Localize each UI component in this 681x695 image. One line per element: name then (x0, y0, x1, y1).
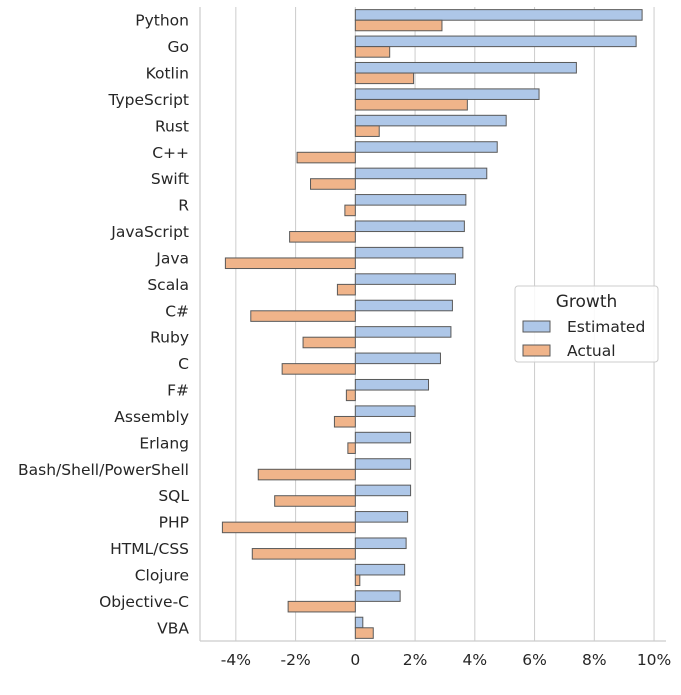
bar-estimated-14 (354, 378, 430, 391)
bars-group (221, 9, 643, 639)
axes-group (199, 7, 666, 642)
bar-actual-1 (354, 46, 391, 58)
bar-actual-15 (333, 415, 356, 428)
category-label-15: Assembly (114, 408, 189, 426)
x-tick-label-1: -2% (280, 651, 310, 669)
category-label-3: TypeScript (107, 91, 189, 109)
category-label-21: Clojure (135, 566, 189, 584)
legend-swatch-estimated (522, 320, 551, 333)
bar-actual-5 (296, 151, 356, 164)
legend: Growth Estimated Actual (514, 285, 659, 363)
bar-estimated-10 (354, 273, 456, 285)
category-label-13: C (178, 355, 189, 373)
bar-estimated-6 (354, 167, 488, 180)
x-tick-labels: -4% -2% 0 2% 4% 6% 8% 10% (221, 651, 672, 669)
x-tick-label-2: 0 (350, 651, 360, 669)
category-label-17: Bash/Shell/PowerShell (18, 461, 189, 479)
category-label-22: Objective-C (99, 593, 189, 611)
bar-actual-22 (287, 600, 356, 613)
bar-estimated-17 (354, 458, 412, 470)
category-label-4: Rust (155, 117, 189, 135)
bar-actual-16 (347, 442, 356, 454)
category-label-12: Ruby (150, 329, 189, 347)
bar-estimated-13 (354, 352, 441, 365)
category-label-1: Go (168, 38, 190, 56)
bar-actual-3 (354, 98, 468, 111)
x-tick-label-5: 6% (522, 651, 547, 669)
legend-label-estimated: Estimated (567, 318, 645, 336)
bar-actual-23 (354, 627, 374, 639)
bar-actual-20 (251, 548, 356, 560)
bar-actual-4 (354, 125, 380, 137)
bar-estimated-2 (354, 61, 577, 74)
category-label-6: Swift (151, 170, 189, 188)
category-label-14: F# (167, 382, 189, 400)
bar-actual-7 (344, 204, 356, 217)
bar-estimated-7 (354, 194, 467, 206)
bar-actual-6 (310, 178, 356, 190)
category-label-7: R (178, 197, 189, 215)
category-label-11: C# (165, 302, 189, 320)
bar-estimated-20 (354, 537, 407, 550)
bar-actual-2 (354, 72, 415, 85)
bar-actual-21 (354, 574, 361, 587)
bar-actual-13 (281, 363, 356, 375)
bar-estimated-0 (354, 9, 643, 21)
bar-actual-18 (274, 495, 356, 507)
category-label-9: Java (155, 249, 189, 267)
x-tick-label-4: 4% (463, 651, 488, 669)
category-label-0: Python (135, 12, 189, 30)
category-label-19: PHP (159, 514, 189, 532)
bar-estimated-19 (354, 511, 409, 523)
bar-estimated-16 (354, 431, 412, 444)
x-tick-label-3: 2% (403, 651, 428, 669)
category-label-2: Kotlin (146, 65, 189, 83)
bar-estimated-12 (354, 326, 452, 338)
category-label-10: Scala (147, 276, 189, 294)
bar-actual-14 (345, 389, 356, 402)
bar-actual-11 (250, 310, 356, 322)
category-labels: Python Go Kotlin TypeScript Rust C++ Swift R Jav… (18, 12, 189, 638)
legend-title: Growth (556, 292, 618, 312)
bar-estimated-11 (354, 299, 453, 312)
category-label-23: VBA (157, 619, 189, 637)
category-label-8: JavaScript (110, 223, 189, 241)
bar-actual-12 (302, 336, 356, 349)
category-label-5: C++ (152, 144, 189, 162)
category-label-20: HTML/CSS (110, 540, 189, 558)
bar-estimated-22 (354, 590, 401, 602)
bar-estimated-1 (354, 35, 637, 48)
bar-estimated-8 (354, 220, 465, 233)
legend-swatch-actual (522, 344, 551, 357)
bar-actual-10 (336, 283, 356, 296)
bar-estimated-15 (354, 405, 416, 417)
x-tick-label-0: -4% (221, 651, 251, 669)
x-tick-label-7: 10% (637, 651, 671, 669)
bar-actual-0 (354, 19, 443, 32)
legend-label-actual: Actual (567, 342, 616, 360)
category-label-16: Erlang (139, 434, 189, 452)
x-tick-label-6: 8% (582, 651, 607, 669)
bar-actual-8 (289, 231, 356, 243)
bar-actual-19 (221, 521, 356, 534)
bar-actual-17 (257, 468, 356, 481)
bar-actual-9 (224, 257, 356, 270)
bar-estimated-18 (354, 484, 412, 497)
bar-estimated-4 (354, 114, 507, 127)
bar-estimated-23 (354, 616, 364, 629)
category-label-18: SQL (158, 487, 189, 505)
bar-estimated-3 (354, 88, 540, 100)
bar-estimated-21 (354, 563, 406, 576)
legend-box (514, 285, 659, 363)
bar-estimated-5 (354, 141, 498, 153)
bar-estimated-9 (354, 246, 464, 259)
